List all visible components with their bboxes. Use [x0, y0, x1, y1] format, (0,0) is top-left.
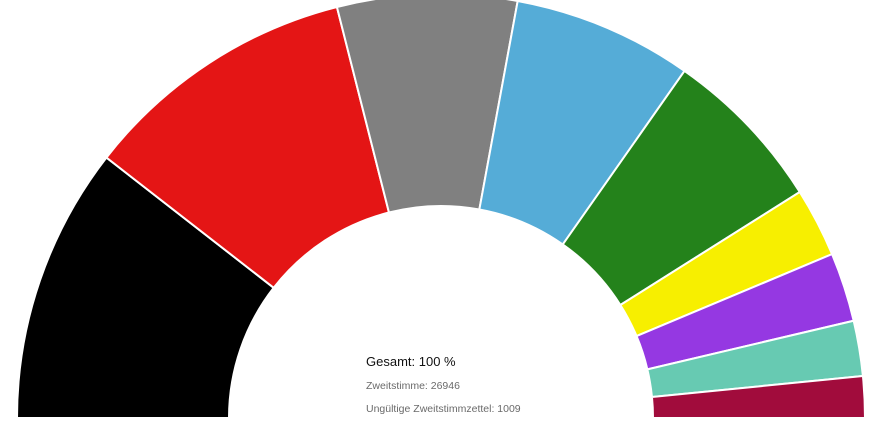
- slices-group: [15, 0, 867, 419]
- slice-2[interactable]: [105, 5, 391, 290]
- slice-1[interactable]: [15, 156, 276, 419]
- slice-9[interactable]: [650, 374, 867, 419]
